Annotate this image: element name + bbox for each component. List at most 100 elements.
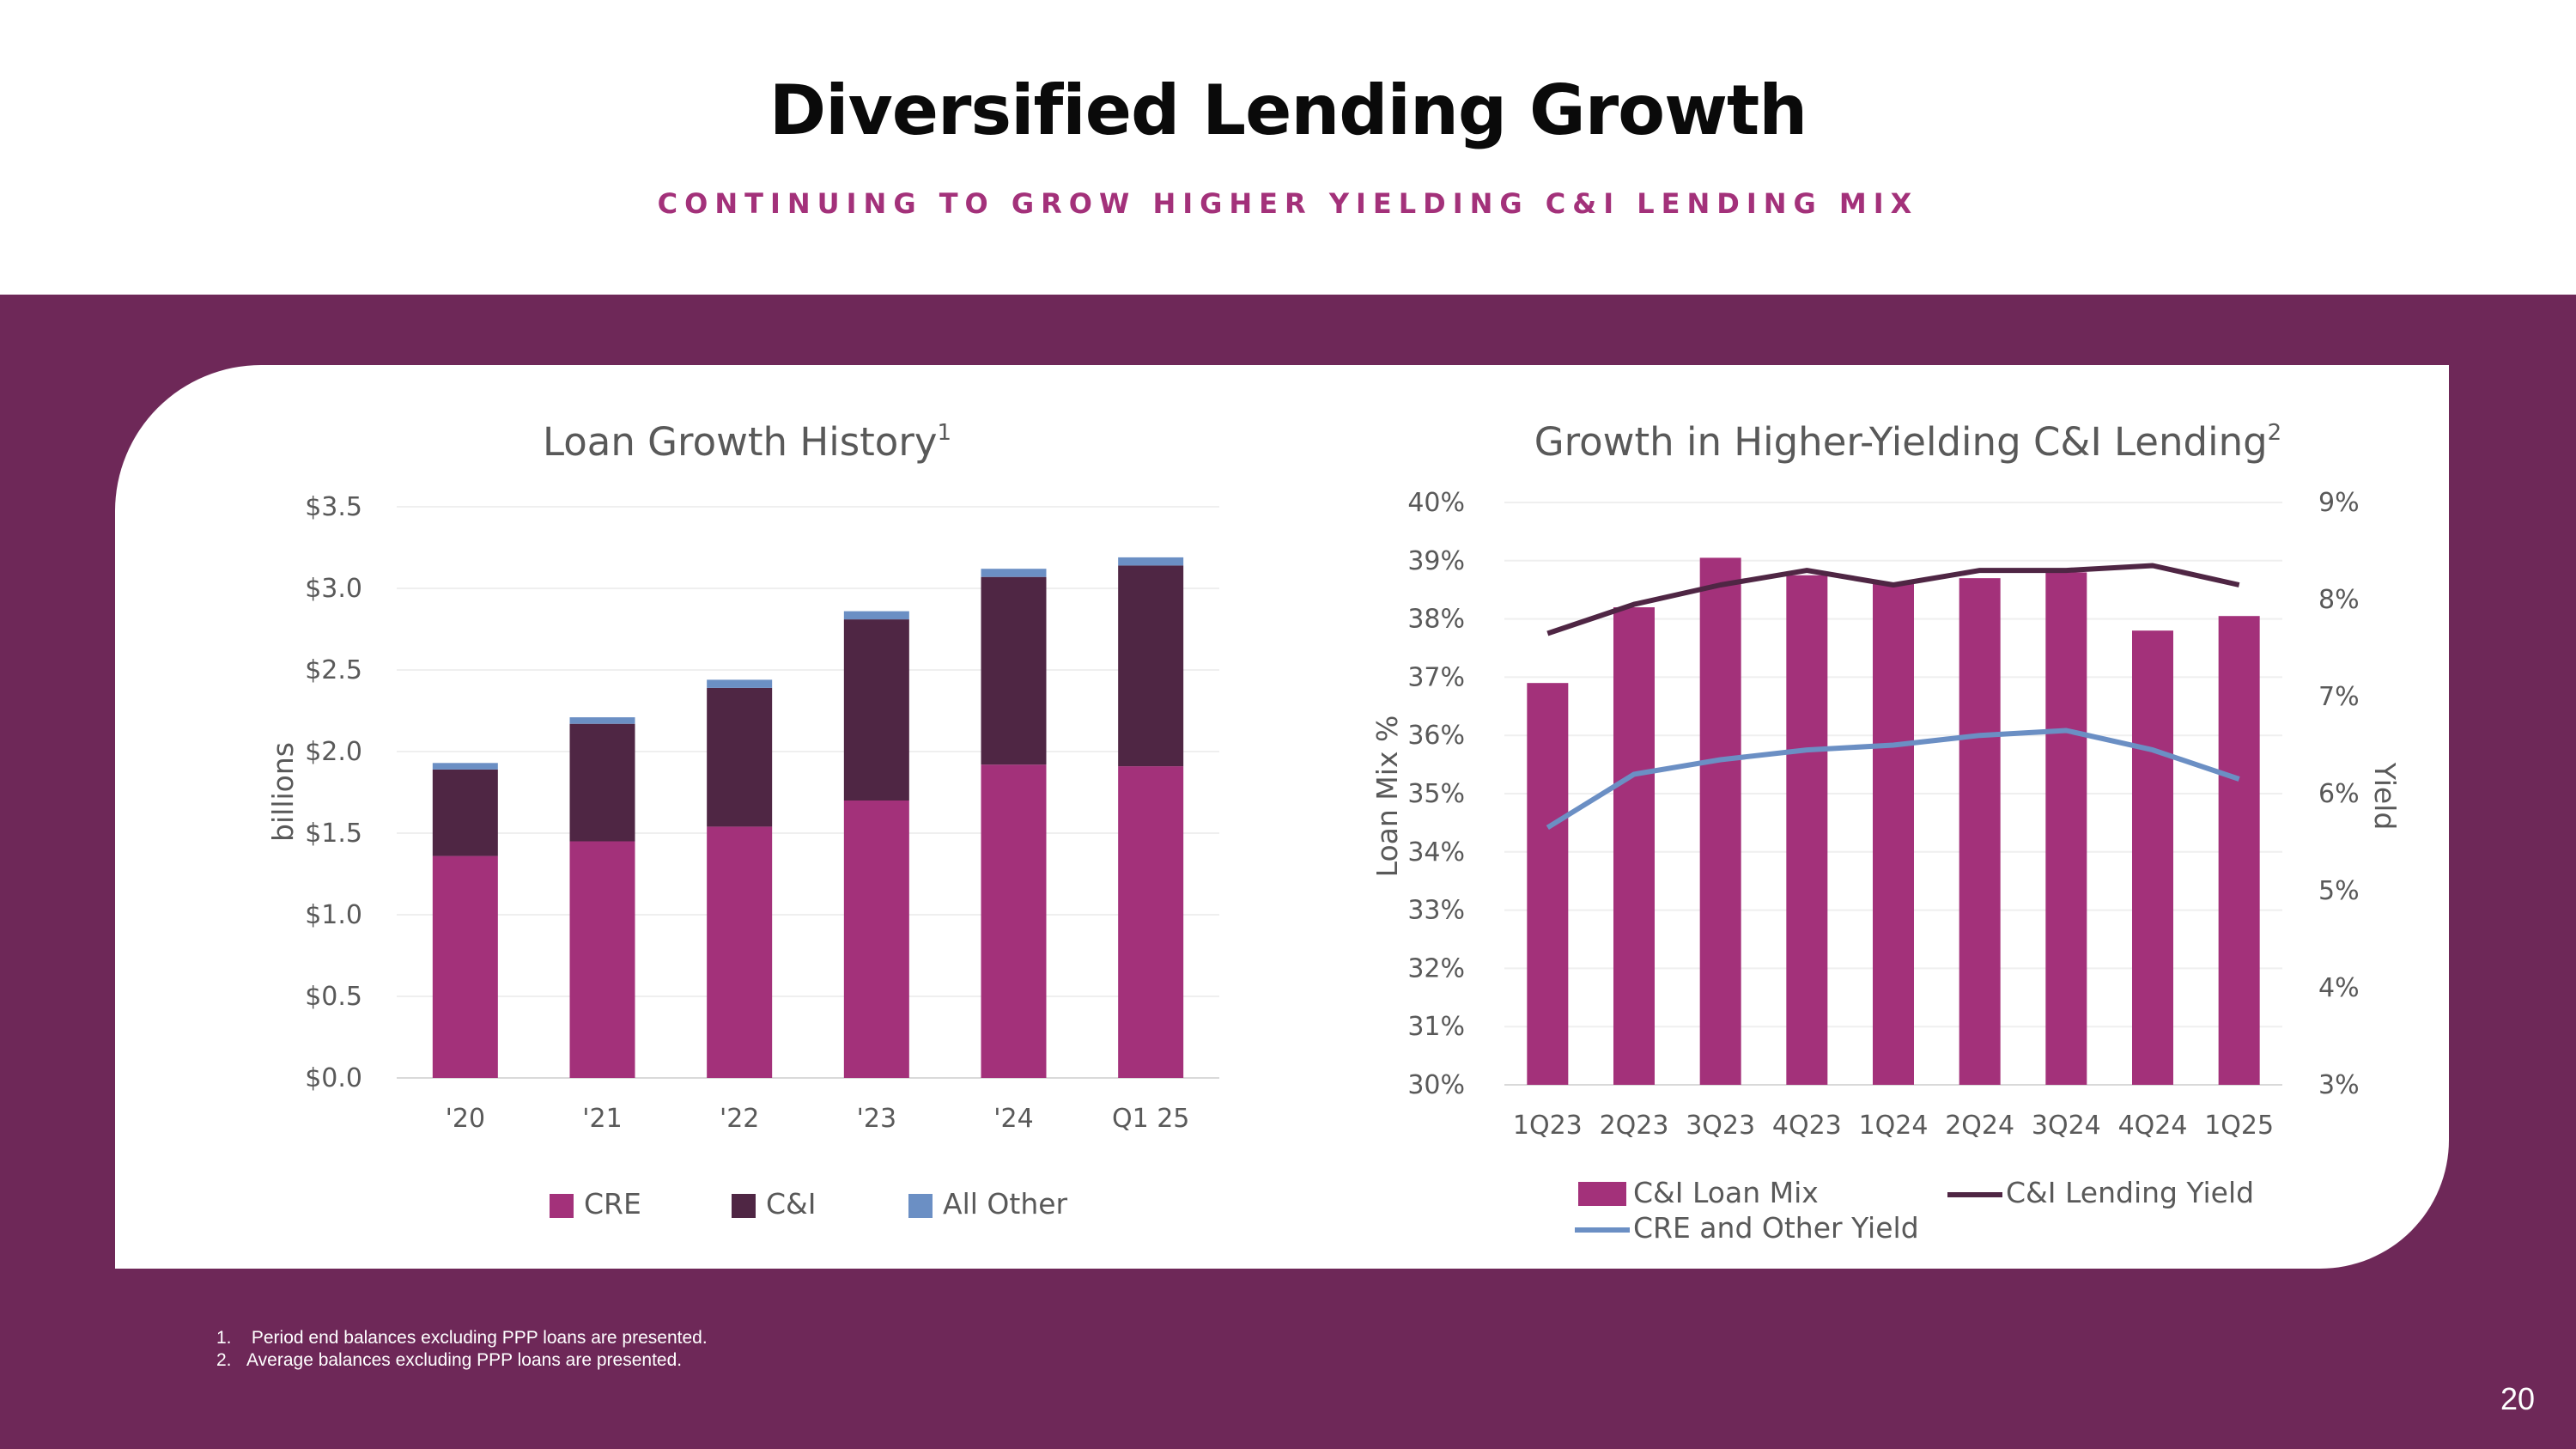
bar-cre-3 [843, 801, 909, 1078]
right-tick-label: 5% [2318, 876, 2360, 906]
bar-c-i-5 [1118, 565, 1184, 767]
x-tick-label: 4Q24 [2118, 1111, 2188, 1141]
legend-label: All Other [943, 1187, 1068, 1221]
bar-ci-loan-mix-8 [2218, 616, 2260, 1085]
bar-cre-2 [707, 826, 773, 1078]
bar-ci-loan-mix-6 [2045, 572, 2087, 1085]
chart2-right-axis-label: Yield [2368, 762, 2402, 831]
chart2-left-axis-label: Loan Mix % [1370, 715, 1404, 878]
legend-label: CRE [584, 1187, 641, 1221]
x-tick-label: 3Q24 [2032, 1111, 2101, 1141]
bar-ci-loan-mix-5 [1959, 578, 2001, 1085]
right-tick-label: 4% [2318, 973, 2360, 1003]
bar-all-other-2 [707, 679, 773, 688]
left-tick-label: 37% [1407, 662, 1465, 692]
right-tick-label: 3% [2318, 1070, 2360, 1100]
bar-ci-loan-mix-3 [1786, 575, 1828, 1085]
chart2-left-ticks: 30% 31% 32% 33% 34% 35% 36% 37% 38% 39% 40% [1407, 488, 1465, 1100]
legend-swatch [732, 1194, 756, 1218]
left-tick-label: 35% [1407, 779, 1465, 809]
chart1-x-ticks: '20 '21 '22 '23 '24 Q1 25 [446, 1104, 1190, 1134]
footnote-2: 2. Average balances excluding PPP loans … [216, 1350, 683, 1370]
legend-swatch-bar [1578, 1182, 1626, 1206]
bar-all-other-0 [432, 763, 498, 770]
legend-swatch [550, 1194, 574, 1218]
legend-swatch [908, 1194, 933, 1218]
chart1-y-axis-label: billions [266, 742, 300, 842]
chart1-gridlines [397, 506, 1219, 1079]
bar-cre-4 [981, 764, 1047, 1078]
bar-ci-loan-mix-4 [1873, 583, 1914, 1085]
legend-label: C&I Loan Mix [1633, 1176, 1819, 1209]
y-tick-label: $2.0 [305, 737, 362, 767]
x-tick-label: 2Q23 [1600, 1111, 1669, 1141]
line-c-i-lending-yield [1546, 563, 2240, 636]
chart1-y-ticks: $0.0 $0.5 $1.0 $1.5 $2.0 $2.5 $3.0 $3.5 [305, 492, 362, 1093]
x-tick-label: 3Q23 [1686, 1111, 1755, 1141]
right-tick-label: 9% [2318, 488, 2360, 518]
x-tick-label: '22 [720, 1104, 759, 1134]
chart2-title: Growth in Higher-Yielding C&I Lending2 [1534, 419, 2281, 465]
y-tick-label: $3.5 [305, 492, 362, 522]
legend-label: C&I Lending Yield [2006, 1176, 2254, 1209]
left-tick-label: 34% [1407, 837, 1465, 868]
right-tick-label: 7% [2318, 682, 2360, 712]
x-tick-label: 1Q23 [1513, 1111, 1583, 1141]
chart1-legend: CRE C&I All Other [550, 1187, 1068, 1221]
left-tick-label: 33% [1407, 896, 1465, 926]
bar-all-other-1 [569, 717, 635, 724]
x-tick-label: Q1 25 [1112, 1104, 1189, 1134]
x-tick-label: 4Q23 [1772, 1111, 1842, 1141]
legend-label: C&I [766, 1187, 817, 1221]
bar-cre-5 [1118, 766, 1184, 1078]
y-tick-label: $1.5 [305, 819, 362, 849]
y-tick-label: $2.5 [305, 655, 362, 685]
x-tick-label: '21 [582, 1104, 622, 1134]
bar-ci-loan-mix-7 [2132, 630, 2173, 1085]
bar-ci-loan-mix-1 [1613, 607, 1655, 1085]
footnote-1: 1. Period end balances excluding PPP loa… [216, 1328, 708, 1348]
page-subtitle: CONTINUING TO GROW HIGHER YIELDING C&I L… [657, 187, 1919, 220]
bar-cre-1 [569, 841, 635, 1078]
x-tick-label: 2Q24 [1945, 1111, 2014, 1141]
bar-cre-0 [432, 855, 498, 1078]
chart2-x-ticks: 1Q23 2Q23 3Q23 4Q23 1Q24 2Q24 3Q24 4Q24 1Q25 [1513, 1111, 2274, 1141]
right-tick-label: 8% [2318, 585, 2360, 615]
chart1-title: Loan Growth History1 [543, 419, 951, 465]
left-tick-label: 39% [1407, 546, 1465, 576]
bar-all-other-5 [1118, 557, 1184, 566]
x-tick-label: '23 [857, 1104, 896, 1134]
chart1-bars [432, 557, 1184, 1078]
page-number: 20 [2500, 1381, 2535, 1416]
bar-c-i-2 [707, 687, 773, 827]
left-tick-label: 32% [1407, 953, 1465, 983]
bar-all-other-4 [981, 569, 1047, 577]
chart2-bars [1527, 557, 2260, 1085]
chart2-lines [1546, 563, 2240, 831]
y-tick-label: $0.0 [305, 1063, 362, 1093]
bar-c-i-0 [432, 769, 498, 856]
chart2-legend: C&I Loan Mix C&I Lending Yield CRE and Oth… [1575, 1176, 2254, 1245]
bar-c-i-3 [843, 619, 909, 801]
chart2-right-ticks: 3% 4% 5% 6% 7% 8% 9% [2318, 488, 2360, 1100]
bar-all-other-3 [843, 611, 909, 620]
y-tick-label: $1.0 [305, 900, 362, 930]
bar-c-i-1 [569, 723, 635, 842]
bar-ci-loan-mix-2 [1699, 557, 1741, 1085]
left-tick-label: 30% [1407, 1070, 1465, 1100]
page-title: Diversified Lending Growth [769, 70, 1807, 150]
right-tick-label: 6% [2318, 779, 2360, 809]
bar-c-i-4 [981, 576, 1047, 765]
y-tick-label: $3.0 [305, 574, 362, 604]
left-tick-label: 31% [1407, 1012, 1465, 1042]
x-tick-label: 1Q25 [2204, 1111, 2274, 1141]
x-tick-label: '24 [993, 1104, 1033, 1134]
x-tick-label: '20 [446, 1104, 485, 1134]
legend-label: CRE and Other Yield [1633, 1211, 1919, 1245]
left-tick-label: 38% [1407, 605, 1465, 635]
left-tick-label: 40% [1407, 488, 1465, 518]
line-cre-and-other-yield [1546, 728, 2240, 831]
footnotes: 1. Period end balances excluding PPP loa… [216, 1327, 708, 1372]
bar-ci-loan-mix-0 [1527, 683, 1569, 1085]
